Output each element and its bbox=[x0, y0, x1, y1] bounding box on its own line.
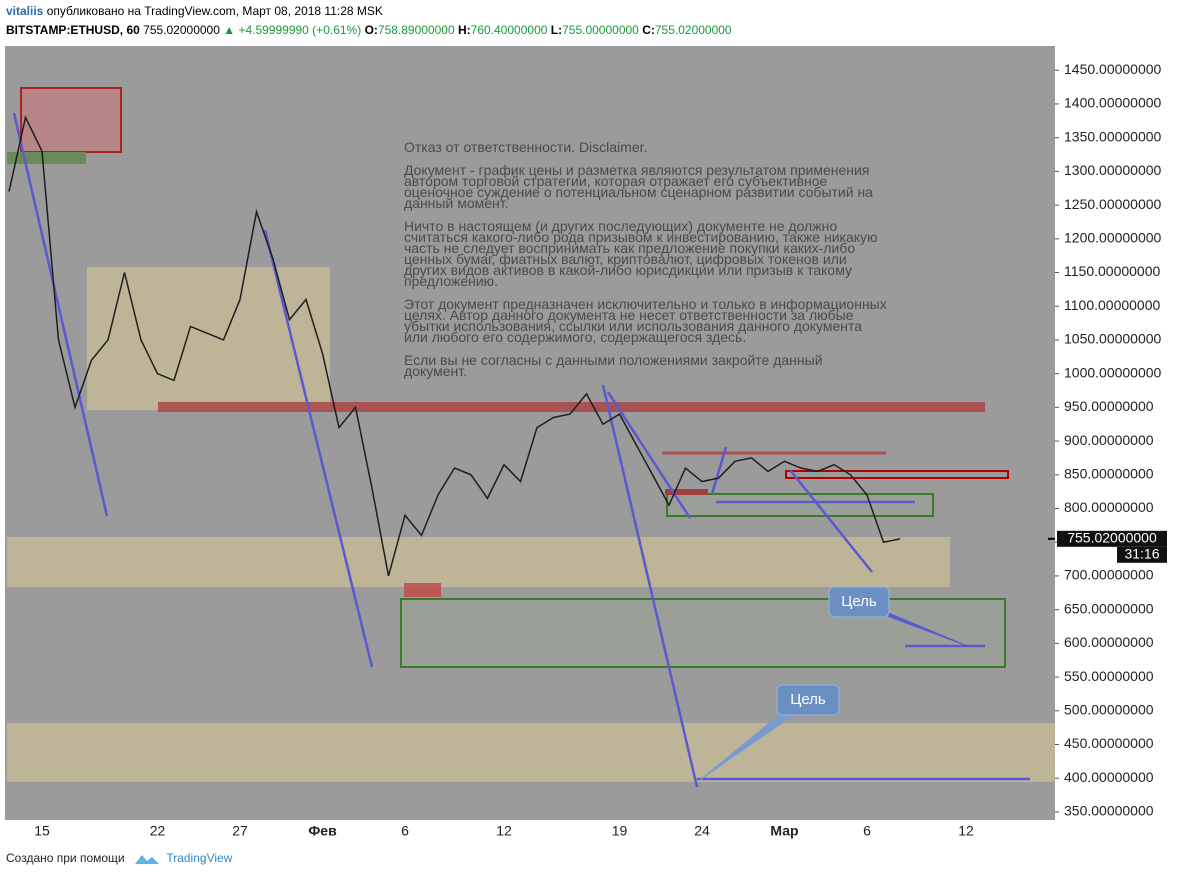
x-tick-label: 19 bbox=[612, 823, 628, 839]
drawings: Цель Цель bbox=[7, 87, 1055, 788]
ohlc-value: 760.40000000 bbox=[470, 23, 548, 37]
y-tick-label: 1000.00000000 bbox=[1064, 364, 1162, 380]
brand[interactable]: TradingView bbox=[166, 851, 233, 865]
y-tick-label: 550.00000000 bbox=[1064, 668, 1154, 684]
x-tick-label: 15 bbox=[34, 823, 50, 839]
x-tick-label: 22 bbox=[150, 823, 166, 839]
ohlc-value: 755.02000000 bbox=[654, 23, 732, 37]
zone bbox=[785, 470, 1009, 479]
x-tick-label: 12 bbox=[958, 823, 974, 839]
paragraph: Документ - график цены и разметка являют… bbox=[404, 162, 873, 211]
zone bbox=[400, 598, 1006, 668]
paragraph: Отказ от ответственности. Disclaimer. bbox=[404, 139, 648, 155]
ohlc-label: H: bbox=[458, 23, 471, 37]
y-tick-label: 650.00000000 bbox=[1064, 600, 1154, 616]
y-tick-label: 400.00000000 bbox=[1064, 769, 1154, 785]
trend-lines bbox=[12, 112, 1030, 788]
x-tick-label: 6 bbox=[863, 823, 871, 839]
header-line: vitaliis опубликовано на TradingView.com… bbox=[6, 4, 383, 18]
last-price-label: 755.02000000 bbox=[1067, 530, 1157, 546]
x-tick-label: Мар bbox=[770, 823, 798, 839]
paragraph: Этот документ предназначен исключительно… bbox=[404, 296, 887, 345]
paragraph: Если вы не согласны с данными положениям… bbox=[404, 352, 823, 379]
zone bbox=[7, 723, 1055, 782]
y-tick-label: 700.00000000 bbox=[1064, 567, 1154, 583]
change: ▲ +4.59999990 (+0.61%) bbox=[223, 23, 362, 37]
y-tick-label: 1350.00000000 bbox=[1064, 128, 1162, 144]
ohlc-label: O: bbox=[364, 23, 378, 37]
zone bbox=[87, 267, 330, 410]
y-tick-label: 1200.00000000 bbox=[1064, 229, 1162, 245]
x-tick-label: Фев bbox=[308, 823, 337, 839]
y-tick-label: 450.00000000 bbox=[1064, 735, 1154, 751]
y-tick-label: 800.00000000 bbox=[1064, 499, 1154, 515]
footer-text: Создано при помощи bbox=[6, 851, 125, 865]
annotation: Цель bbox=[841, 593, 877, 610]
x-tick-label: 6 bbox=[401, 823, 409, 839]
callout bbox=[828, 586, 890, 618]
zone bbox=[7, 152, 86, 164]
zone bbox=[158, 402, 985, 412]
last-price-box bbox=[1057, 530, 1167, 547]
ohlc-label: L: bbox=[550, 23, 563, 37]
y-tick-label: 1300.00000000 bbox=[1064, 162, 1162, 178]
callout bbox=[776, 684, 840, 716]
zone bbox=[7, 537, 950, 587]
zone bbox=[404, 583, 441, 597]
countdown-box bbox=[1117, 546, 1167, 563]
logo bbox=[134, 854, 159, 864]
paragraph: Ничто в настоящем (и других последующих)… bbox=[404, 218, 878, 289]
symbol: BITSTAMP:ETHUSD, 60 bbox=[6, 23, 140, 37]
disclaimer: Отказ от ответственности. Disclaimer. До… bbox=[404, 139, 888, 389]
x-tick-label: 27 bbox=[232, 823, 248, 839]
author[interactable]: vitaliis bbox=[6, 4, 44, 18]
x-tick-label: 12 bbox=[496, 823, 512, 839]
published: опубликовано на TradingView.com, Март 08… bbox=[46, 4, 383, 18]
y-tick-label: 1400.00000000 bbox=[1064, 95, 1162, 111]
x-tick-label: 24 bbox=[694, 823, 710, 839]
y-tick-label: 500.00000000 bbox=[1064, 701, 1154, 717]
y-tick-label: 950.00000000 bbox=[1064, 398, 1154, 414]
y-tick-label: 350.00000000 bbox=[1064, 803, 1154, 819]
plot-area bbox=[5, 46, 1055, 820]
y-tick-label: 1450.00000000 bbox=[1064, 61, 1162, 77]
zone bbox=[20, 87, 122, 153]
y-tick-label: 1250.00000000 bbox=[1064, 196, 1162, 212]
ohlc-value: 755.00000000 bbox=[562, 23, 639, 37]
y-tick-label: 1150.00000000 bbox=[1064, 263, 1160, 279]
header-line: BITSTAMP:ETHUSD, 60 755.02000000 ▲ +4.59… bbox=[6, 23, 732, 37]
zone bbox=[665, 489, 708, 495]
y-tick-label: 1100.00000000 bbox=[1064, 297, 1160, 313]
y-tick-label: 1050.00000000 bbox=[1064, 331, 1162, 347]
ohlc-label: C: bbox=[642, 23, 655, 37]
y-tick-label: 600.00000000 bbox=[1064, 634, 1154, 650]
annotation: Цель bbox=[790, 691, 826, 708]
y-tick-label: 900.00000000 bbox=[1064, 432, 1154, 448]
footer: Создано при помощи TradingView bbox=[6, 851, 232, 866]
ohlc-value: 758.89000000 bbox=[377, 23, 455, 37]
countdown: 31:16 bbox=[1124, 546, 1159, 562]
y-tick-label: 850.00000000 bbox=[1064, 465, 1154, 481]
price-line bbox=[8, 115, 901, 577]
zone bbox=[666, 493, 934, 517]
price: 755.02000000 bbox=[143, 23, 220, 37]
